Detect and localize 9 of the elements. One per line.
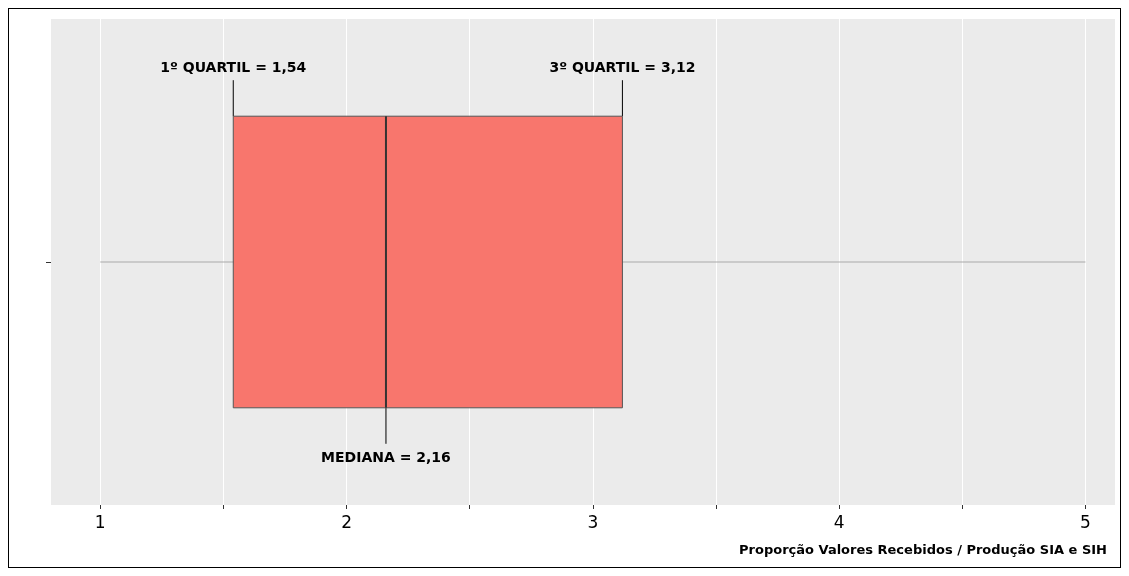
annotation: MEDIANA = 2,16 xyxy=(321,448,451,465)
x-axis-title: Proporção Valores Recebidos / Produção SIA e SIH xyxy=(739,542,1108,557)
x-tick-label: 5 xyxy=(1080,511,1091,532)
x-tick-label: 1 xyxy=(94,511,106,532)
x-tick-label: 3 xyxy=(587,511,599,532)
x-tick-label: 4 xyxy=(833,511,845,532)
annotation: 3º QUARTIL = 3,12 xyxy=(549,59,696,76)
x-tick-label: 2 xyxy=(341,511,352,532)
annotation: 1º QUARTIL = 1,54 xyxy=(160,59,307,76)
